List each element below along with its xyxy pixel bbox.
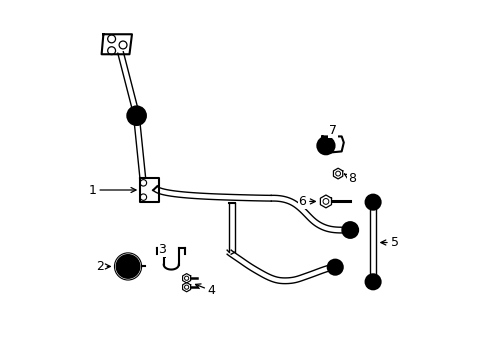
Text: 7: 7: [328, 124, 336, 138]
Circle shape: [127, 107, 145, 125]
Text: 5: 5: [380, 236, 398, 249]
Text: 4: 4: [195, 284, 215, 297]
Polygon shape: [102, 34, 132, 54]
Text: 8: 8: [344, 172, 355, 185]
Polygon shape: [140, 178, 159, 202]
Circle shape: [116, 255, 139, 278]
Text: 2: 2: [96, 260, 110, 273]
Text: 1: 1: [88, 184, 136, 197]
Circle shape: [317, 137, 334, 154]
Polygon shape: [320, 136, 343, 153]
Circle shape: [365, 195, 380, 210]
Circle shape: [365, 274, 380, 289]
Circle shape: [342, 222, 357, 238]
Text: 3: 3: [158, 243, 166, 257]
Circle shape: [327, 260, 342, 275]
Text: 6: 6: [298, 195, 315, 208]
